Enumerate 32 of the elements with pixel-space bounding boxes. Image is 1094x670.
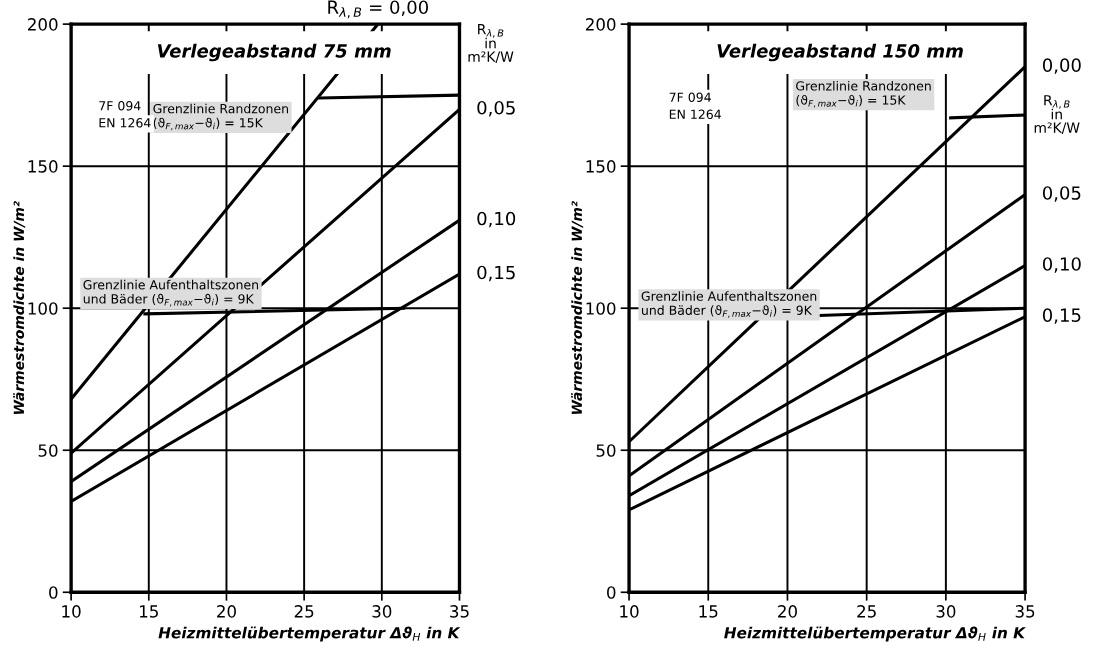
series-label: 0,10: [477, 211, 516, 228]
x-tick-label: 30: [372, 605, 392, 618]
y-tick-label: 150: [586, 160, 616, 173]
x-tick-label: 35: [1015, 605, 1035, 618]
series-label: 0,05: [1042, 186, 1081, 202]
x-tick-label: 25: [857, 605, 876, 618]
x-tick-label: 30: [936, 605, 956, 618]
x-tick-label: 15: [699, 605, 718, 618]
y-tick-label: 200: [585, 18, 616, 31]
y-tick-label: 0: [49, 586, 58, 599]
y-tick-label: 50: [596, 444, 616, 457]
series-label: 0,15: [1042, 308, 1081, 324]
y-tick-label: 150: [28, 160, 58, 173]
x-tick-label: 15: [140, 605, 158, 618]
y-tick-label: 100: [28, 302, 58, 315]
x-tick-label: 35: [450, 605, 469, 618]
series-label: 0,15: [477, 265, 515, 282]
y-tick-label: 100: [586, 302, 616, 315]
y-tick-label: 50: [38, 444, 58, 457]
text: Verlegeabstand 75 mm: [157, 43, 391, 62]
x-tick-label: 20: [217, 605, 236, 618]
x-tick-label: 25: [294, 605, 314, 618]
series-label: 0,00: [1042, 58, 1081, 74]
series-label: R$_{λ,B}$ = 0,00: [328, 0, 429, 19]
y-tick-label: 0: [607, 586, 616, 599]
x-tick-label: 10: [620, 605, 639, 618]
series-label: 0,10: [1042, 257, 1081, 273]
y-tick-label: 200: [28, 18, 58, 31]
series-label: 0,05: [477, 100, 515, 117]
text: Verlegeabstand 150 mm: [717, 43, 963, 62]
x-tick-label: 20: [778, 605, 797, 618]
x-tick-label: 10: [62, 605, 81, 618]
